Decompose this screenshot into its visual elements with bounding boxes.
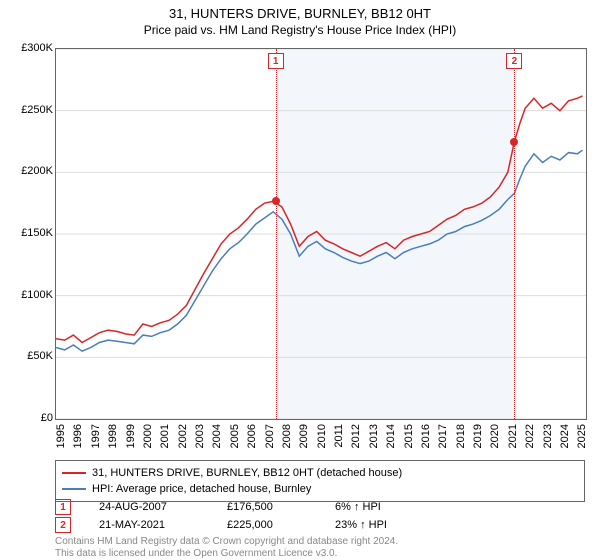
marker-table-row: 2 21-MAY-2021 £225,000 23% ↑ HPI (55, 516, 585, 534)
legend-label: 31, HUNTERS DRIVE, BURNLEY, BB12 0HT (de… (92, 467, 402, 479)
y-axis: £0£50K£100K£150K£200K£250K£300K (7, 48, 53, 418)
marker-pct: 6% ↑ HPI (335, 501, 381, 513)
line-series (56, 49, 586, 419)
footer-line: This data is licensed under the Open Gov… (55, 548, 585, 560)
marker-table-row: 1 24-AUG-2007 £176,500 6% ↑ HPI (55, 498, 585, 516)
marker-pct: 23% ↑ HPI (335, 519, 387, 531)
marker-date: 21-MAY-2021 (99, 519, 199, 531)
footer-line: Contains HM Land Registry data © Crown c… (55, 536, 585, 548)
chart-subtitle: Price paid vs. HM Land Registry's House … (0, 21, 600, 37)
marker-box: 1 (55, 499, 71, 515)
marker-price: £225,000 (227, 519, 307, 531)
legend-row: HPI: Average price, detached house, Burn… (62, 481, 578, 497)
legend-swatch (62, 472, 86, 474)
legend-swatch (62, 488, 86, 490)
plot-area: 12 (55, 48, 587, 420)
legend-row: 31, HUNTERS DRIVE, BURNLEY, BB12 0HT (de… (62, 465, 578, 481)
footer: Contains HM Land Registry data © Crown c… (55, 536, 585, 560)
marker-table: 1 24-AUG-2007 £176,500 6% ↑ HPI 2 21-MAY… (55, 498, 585, 534)
marker-price: £176,500 (227, 501, 307, 513)
legend-label: HPI: Average price, detached house, Burn… (92, 483, 311, 495)
marker-date: 24-AUG-2007 (99, 501, 199, 513)
marker-box: 2 (55, 517, 71, 533)
legend: 31, HUNTERS DRIVE, BURNLEY, BB12 0HT (de… (55, 460, 585, 502)
chart-title: 31, HUNTERS DRIVE, BURNLEY, BB12 0HT (0, 0, 600, 21)
chart-area: 12 £0£50K£100K£150K£200K£250K£300K 19951… (55, 48, 585, 418)
